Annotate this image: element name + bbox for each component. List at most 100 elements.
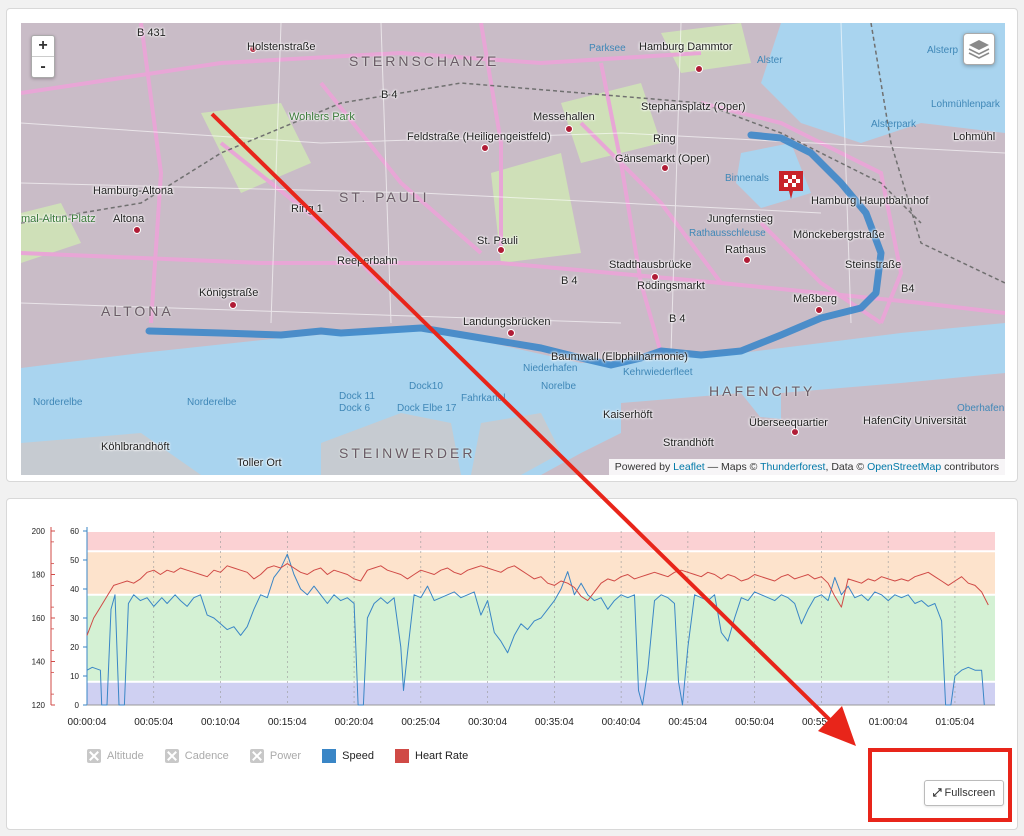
attribution-text: Powered by xyxy=(614,461,671,473)
zoom-in-button[interactable]: + xyxy=(38,37,48,54)
map-label: Messehallen xyxy=(533,111,595,123)
chart-zone-band xyxy=(87,531,995,552)
map-stop-dot xyxy=(815,306,823,314)
x-tick-label: 00:05:04 xyxy=(134,717,173,728)
map-label: Dock Elbe 17 xyxy=(397,403,457,414)
legend-item-altitude[interactable]: Altitude xyxy=(87,749,144,763)
speed-axis-label: 20 xyxy=(70,643,79,652)
legend-label: Heart Rate xyxy=(415,750,469,762)
map-label: STERNSCHANZE xyxy=(349,53,500,69)
map-label: Niederhafen xyxy=(523,363,578,374)
map-label: Gänsemarkt (Oper) xyxy=(615,153,710,165)
legend-item-speed[interactable]: Speed xyxy=(322,749,374,763)
map-label: Köhlbrandhöft xyxy=(101,441,170,453)
legend-label: Cadence xyxy=(184,750,229,762)
map-label: Norderelbe xyxy=(187,397,237,408)
expand-icon: ⤢ xyxy=(932,786,942,799)
map-label: Altona xyxy=(113,213,145,225)
legend-disabled-icon xyxy=(87,749,101,763)
leaflet-link[interactable]: Leaflet xyxy=(673,461,705,473)
map-stop-dot xyxy=(565,125,573,133)
layers-button[interactable] xyxy=(963,33,995,65)
heart-rate-axis-label: 200 xyxy=(32,527,46,536)
map[interactable]: Holstenstraße STERNSCHANZE Hamburg Dammt… xyxy=(21,23,1005,475)
map-label: Kehrwiederfleet xyxy=(623,367,693,378)
legend-item-cadence[interactable]: Cadence xyxy=(164,749,229,763)
map-label: Lohmühlenpark xyxy=(931,99,1000,110)
chart-zone-band xyxy=(87,594,995,682)
chart-panel: 00:00:04 00:05:04 00:10:04 00:15:04 00:20:04… xyxy=(6,498,1018,830)
legend-label: Altitude xyxy=(107,750,144,762)
map-label: Rathaus xyxy=(725,244,766,256)
map-label: Landungsbrücken xyxy=(463,316,551,328)
map-stop-dot xyxy=(497,246,505,254)
map-label: B 4 xyxy=(669,313,686,325)
map-stop-dot xyxy=(661,164,669,172)
map-label: Parksee xyxy=(589,43,626,54)
map-label: Steinstraße xyxy=(845,259,902,271)
map-stop-dot xyxy=(743,256,751,264)
x-tick-label: 00:30:04 xyxy=(468,717,507,728)
map-label: ST. PAULI xyxy=(339,189,430,205)
map-label: Königstraße xyxy=(199,287,259,299)
map-label: HAFENCITY xyxy=(709,383,816,399)
zoom-out-button[interactable]: - xyxy=(32,56,54,77)
map-label: Dock 11 xyxy=(339,391,375,402)
layers-icon xyxy=(968,40,990,59)
speed-axis-label: 50 xyxy=(70,556,79,565)
attribution-text: , Data © xyxy=(825,461,865,473)
x-tick-label: 01:05:04 xyxy=(935,717,974,728)
activity-chart[interactable]: 00:00:04 00:05:04 00:10:04 00:15:04 00:20:04… xyxy=(7,499,1017,829)
map-label: Binnenals xyxy=(725,173,769,184)
attribution-text: contributors xyxy=(944,461,999,473)
speed-axis-label: 10 xyxy=(70,672,79,681)
map-label: Fahrkanal xyxy=(461,393,506,404)
x-tick-label: 00:10:04 xyxy=(201,717,240,728)
map-stop-dot xyxy=(507,329,515,337)
map-label: Ring xyxy=(653,133,676,145)
openstreetmap-link[interactable]: OpenStreetMap xyxy=(867,461,942,473)
chart-legend: Altitude Cadence Power Speed Heart Rate xyxy=(87,749,486,763)
map-label: ALTONA xyxy=(101,303,174,319)
map-label: Jungfernstieg xyxy=(707,213,774,225)
legend-item-power[interactable]: Power xyxy=(249,749,301,763)
map-label: Alsterpark xyxy=(871,119,917,130)
map-stop-dot xyxy=(481,144,489,152)
x-tick-label: 00:35:04 xyxy=(535,717,574,728)
map-label: Rathausschleuse xyxy=(689,228,766,239)
heart-rate-axis-label: 140 xyxy=(32,658,46,667)
legend-disabled-icon xyxy=(164,749,179,763)
map-label: B 4 xyxy=(561,275,578,287)
speed-axis-label: 30 xyxy=(70,614,79,623)
map-panel: Holstenstraße STERNSCHANZE Hamburg Dammt… xyxy=(6,8,1018,482)
legend-swatch-heart-rate xyxy=(395,749,409,763)
x-tick-label: 00:40:04 xyxy=(602,717,641,728)
map-label: St. Pauli xyxy=(477,235,518,247)
thunderforest-link[interactable]: Thunderforest xyxy=(760,461,826,473)
legend-swatch-speed xyxy=(322,749,337,763)
map-label: Toller Ort xyxy=(237,457,282,469)
zoom-control: + - xyxy=(31,35,55,78)
fullscreen-label: Fullscreen xyxy=(944,787,996,799)
map-stop-dot xyxy=(133,226,141,234)
map-stop-dot xyxy=(249,45,257,53)
map-label: Hamburg Dammtor xyxy=(639,41,733,53)
legend-item-heart-rate[interactable]: Heart Rate xyxy=(395,749,468,763)
map-label: Lohmühl xyxy=(953,131,996,143)
map-label: Dock10 xyxy=(409,381,443,392)
map-label: Norderelbe xyxy=(33,397,83,408)
map-label: Stadthausbrücke xyxy=(609,259,692,271)
map-tiles xyxy=(21,23,1005,475)
map-label: Überseequartier xyxy=(749,417,828,429)
fullscreen-button[interactable]: ⤢ Fullscreen xyxy=(924,780,1004,806)
chart-zone-band xyxy=(87,551,995,595)
map-label: Dock 6 xyxy=(339,403,371,414)
map-label: Hamburg Hauptbahnhof xyxy=(811,195,929,207)
x-tick-label: 00:45:04 xyxy=(668,717,707,728)
map-label: Reeperbahn xyxy=(337,255,398,267)
map-label: B 4 xyxy=(381,89,398,101)
map-label: B 431 xyxy=(137,27,166,39)
speed-axis-label: 0 xyxy=(75,701,80,710)
map-label: Alster xyxy=(757,55,783,66)
speed-axis-label: 60 xyxy=(70,527,79,536)
